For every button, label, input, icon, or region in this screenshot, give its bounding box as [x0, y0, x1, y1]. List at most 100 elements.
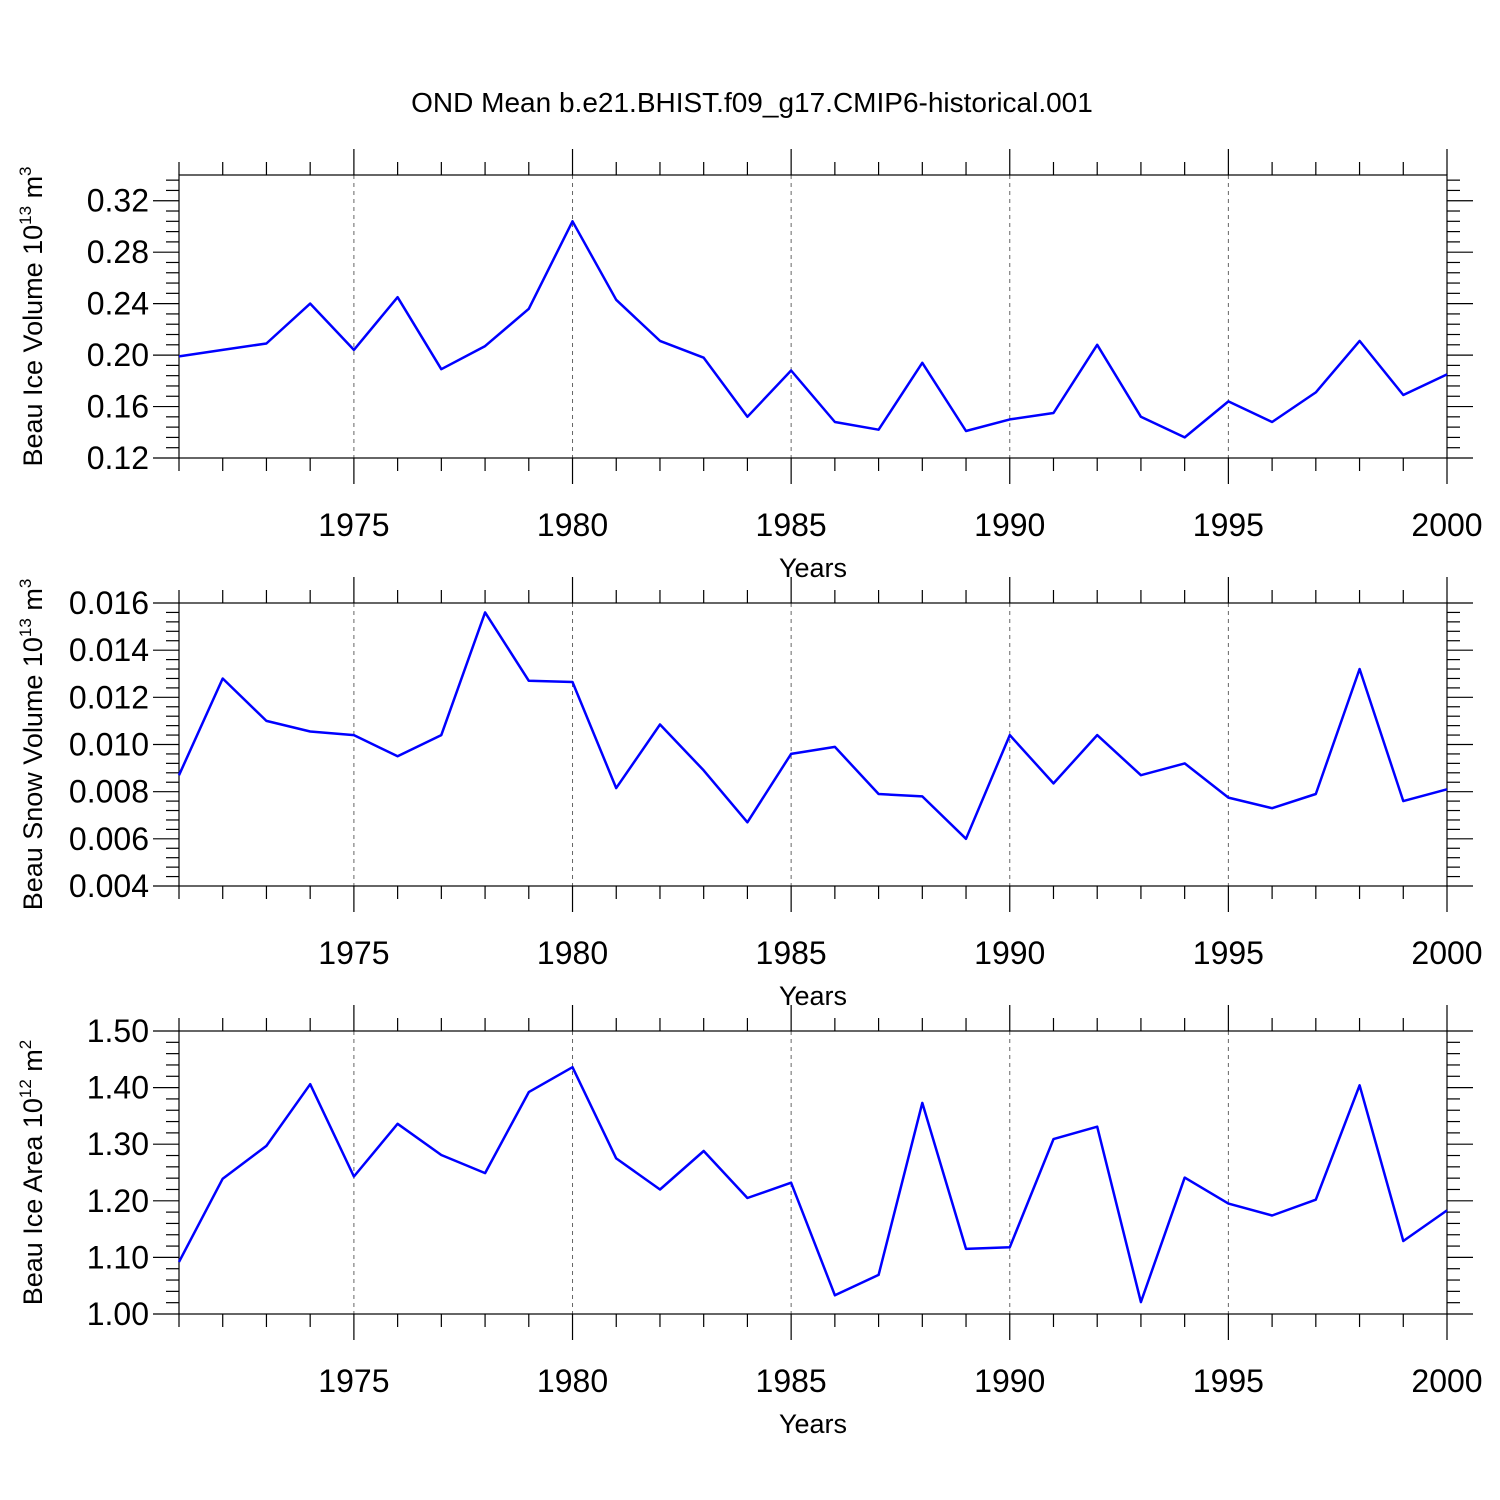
data-point [1140, 1301, 1142, 1303]
data-point [178, 355, 180, 357]
data-point [746, 416, 748, 418]
y-axis-title: Beau Ice Volume 1013 m3 [16, 166, 48, 466]
data-point [1227, 400, 1229, 402]
data-point [1096, 734, 1098, 736]
y-tick-label: 0.014 [69, 632, 149, 668]
data-point [965, 838, 967, 840]
x-tick-label: 1995 [1193, 935, 1264, 971]
x-tick-label: 1980 [537, 507, 608, 543]
y-tick-label: 0.008 [69, 774, 149, 810]
data-point [178, 774, 180, 776]
y-tick-label: 0.16 [87, 389, 149, 425]
data-point [878, 429, 880, 431]
plot-frame [178, 602, 1448, 887]
y-axis-title: Beau Snow Volume 1013 m3 [16, 579, 48, 911]
data-point [1446, 373, 1448, 375]
panel-ice-area: 1.00 1.10 1.20 1.30 1.40 1.50 1975 1980 1985 1990… [16, 1005, 1483, 1439]
data-point [659, 723, 661, 725]
y-tick-label: 0.28 [87, 234, 149, 270]
data-point [484, 345, 486, 347]
chart-title: OND Mean b.e21.BHIST.f09_g17.CMIP6-histo… [411, 87, 1093, 118]
data-point [265, 720, 267, 722]
x-axis-title: Years [779, 553, 847, 583]
y-axis-title: Beau Ice Area 1012 m2 [16, 1040, 48, 1306]
data-point [746, 1197, 748, 1199]
y-tick-label: 1.00 [87, 1296, 149, 1332]
x-tick-label: 2000 [1411, 935, 1482, 971]
y-tick-label: 0.012 [69, 679, 149, 715]
data-point [1402, 1240, 1404, 1242]
data-point [222, 349, 224, 351]
data-point [1184, 762, 1186, 764]
data-point [528, 308, 530, 310]
data-point [790, 370, 792, 372]
data-point [1271, 1215, 1273, 1217]
data-point [746, 821, 748, 823]
data-point [1359, 668, 1361, 670]
data-point [703, 1150, 705, 1152]
data-point [703, 769, 705, 771]
data-point [1009, 418, 1011, 420]
data-point [615, 1157, 617, 1159]
data-point [659, 340, 661, 342]
series-line [177, 1065, 1448, 1304]
data-point [309, 731, 311, 733]
x-tick-label: 2000 [1411, 1363, 1482, 1399]
data-point [1140, 416, 1142, 418]
data-point [1446, 1209, 1448, 1211]
y-tick-label: 0.12 [87, 440, 149, 476]
plot-frame [178, 174, 1448, 459]
x-tick-label: 1975 [318, 935, 389, 971]
data-point [1184, 436, 1186, 438]
data-point [615, 787, 617, 789]
x-tick-label: 1975 [318, 1363, 389, 1399]
series-line [178, 220, 1448, 439]
data-point [1402, 800, 1404, 802]
data-point [1096, 1126, 1098, 1128]
data-point [703, 357, 705, 359]
data-point [572, 681, 574, 683]
plot-frame [178, 1030, 1448, 1315]
y-tick-label: 0.006 [69, 821, 149, 857]
data-point [1402, 394, 1404, 396]
data-point [178, 1261, 180, 1263]
x-tick-label: 1995 [1193, 1363, 1264, 1399]
x-tick-label: 1985 [756, 1363, 827, 1399]
y-tick-label: 1.10 [87, 1239, 149, 1275]
data-point [1009, 1246, 1011, 1248]
data-point [397, 755, 399, 757]
data-point [1227, 1203, 1229, 1205]
data-point [965, 430, 967, 432]
x-tick-label: 1980 [537, 1363, 608, 1399]
data-point [265, 1145, 267, 1147]
y-tick-label: 0.016 [69, 585, 149, 621]
x-tick-label: 2000 [1411, 507, 1482, 543]
data-point [440, 1154, 442, 1156]
data-point [1009, 734, 1011, 736]
data-point [1140, 774, 1142, 776]
data-point [528, 680, 530, 682]
data-point [572, 220, 574, 222]
y-tick-label: 1.30 [87, 1126, 149, 1162]
panel-snow-volume: 0.004 0.006 0.008 0.010 0.012 0.014 0.016 1975 1… [16, 577, 1483, 1011]
data-point [1315, 391, 1317, 393]
data-point [353, 1175, 355, 1177]
data-point [1446, 788, 1448, 790]
y-tick-label: 0.004 [69, 868, 149, 904]
data-point [1052, 782, 1054, 784]
data-point [921, 362, 923, 364]
x-axis-title: Years [779, 981, 847, 1011]
data-point [440, 734, 442, 736]
data-point [528, 1091, 530, 1093]
x-tick-label: 1990 [974, 1363, 1045, 1399]
y-tick-label: 1.20 [87, 1183, 149, 1219]
data-point [1184, 1177, 1186, 1179]
data-point [834, 1294, 836, 1296]
data-point [353, 734, 355, 736]
data-point [921, 1102, 923, 1104]
y-tick-label: 1.50 [87, 1013, 149, 1049]
x-tick-label: 1980 [537, 935, 608, 971]
y-tick-label: 0.20 [87, 337, 149, 373]
data-point [790, 1182, 792, 1184]
